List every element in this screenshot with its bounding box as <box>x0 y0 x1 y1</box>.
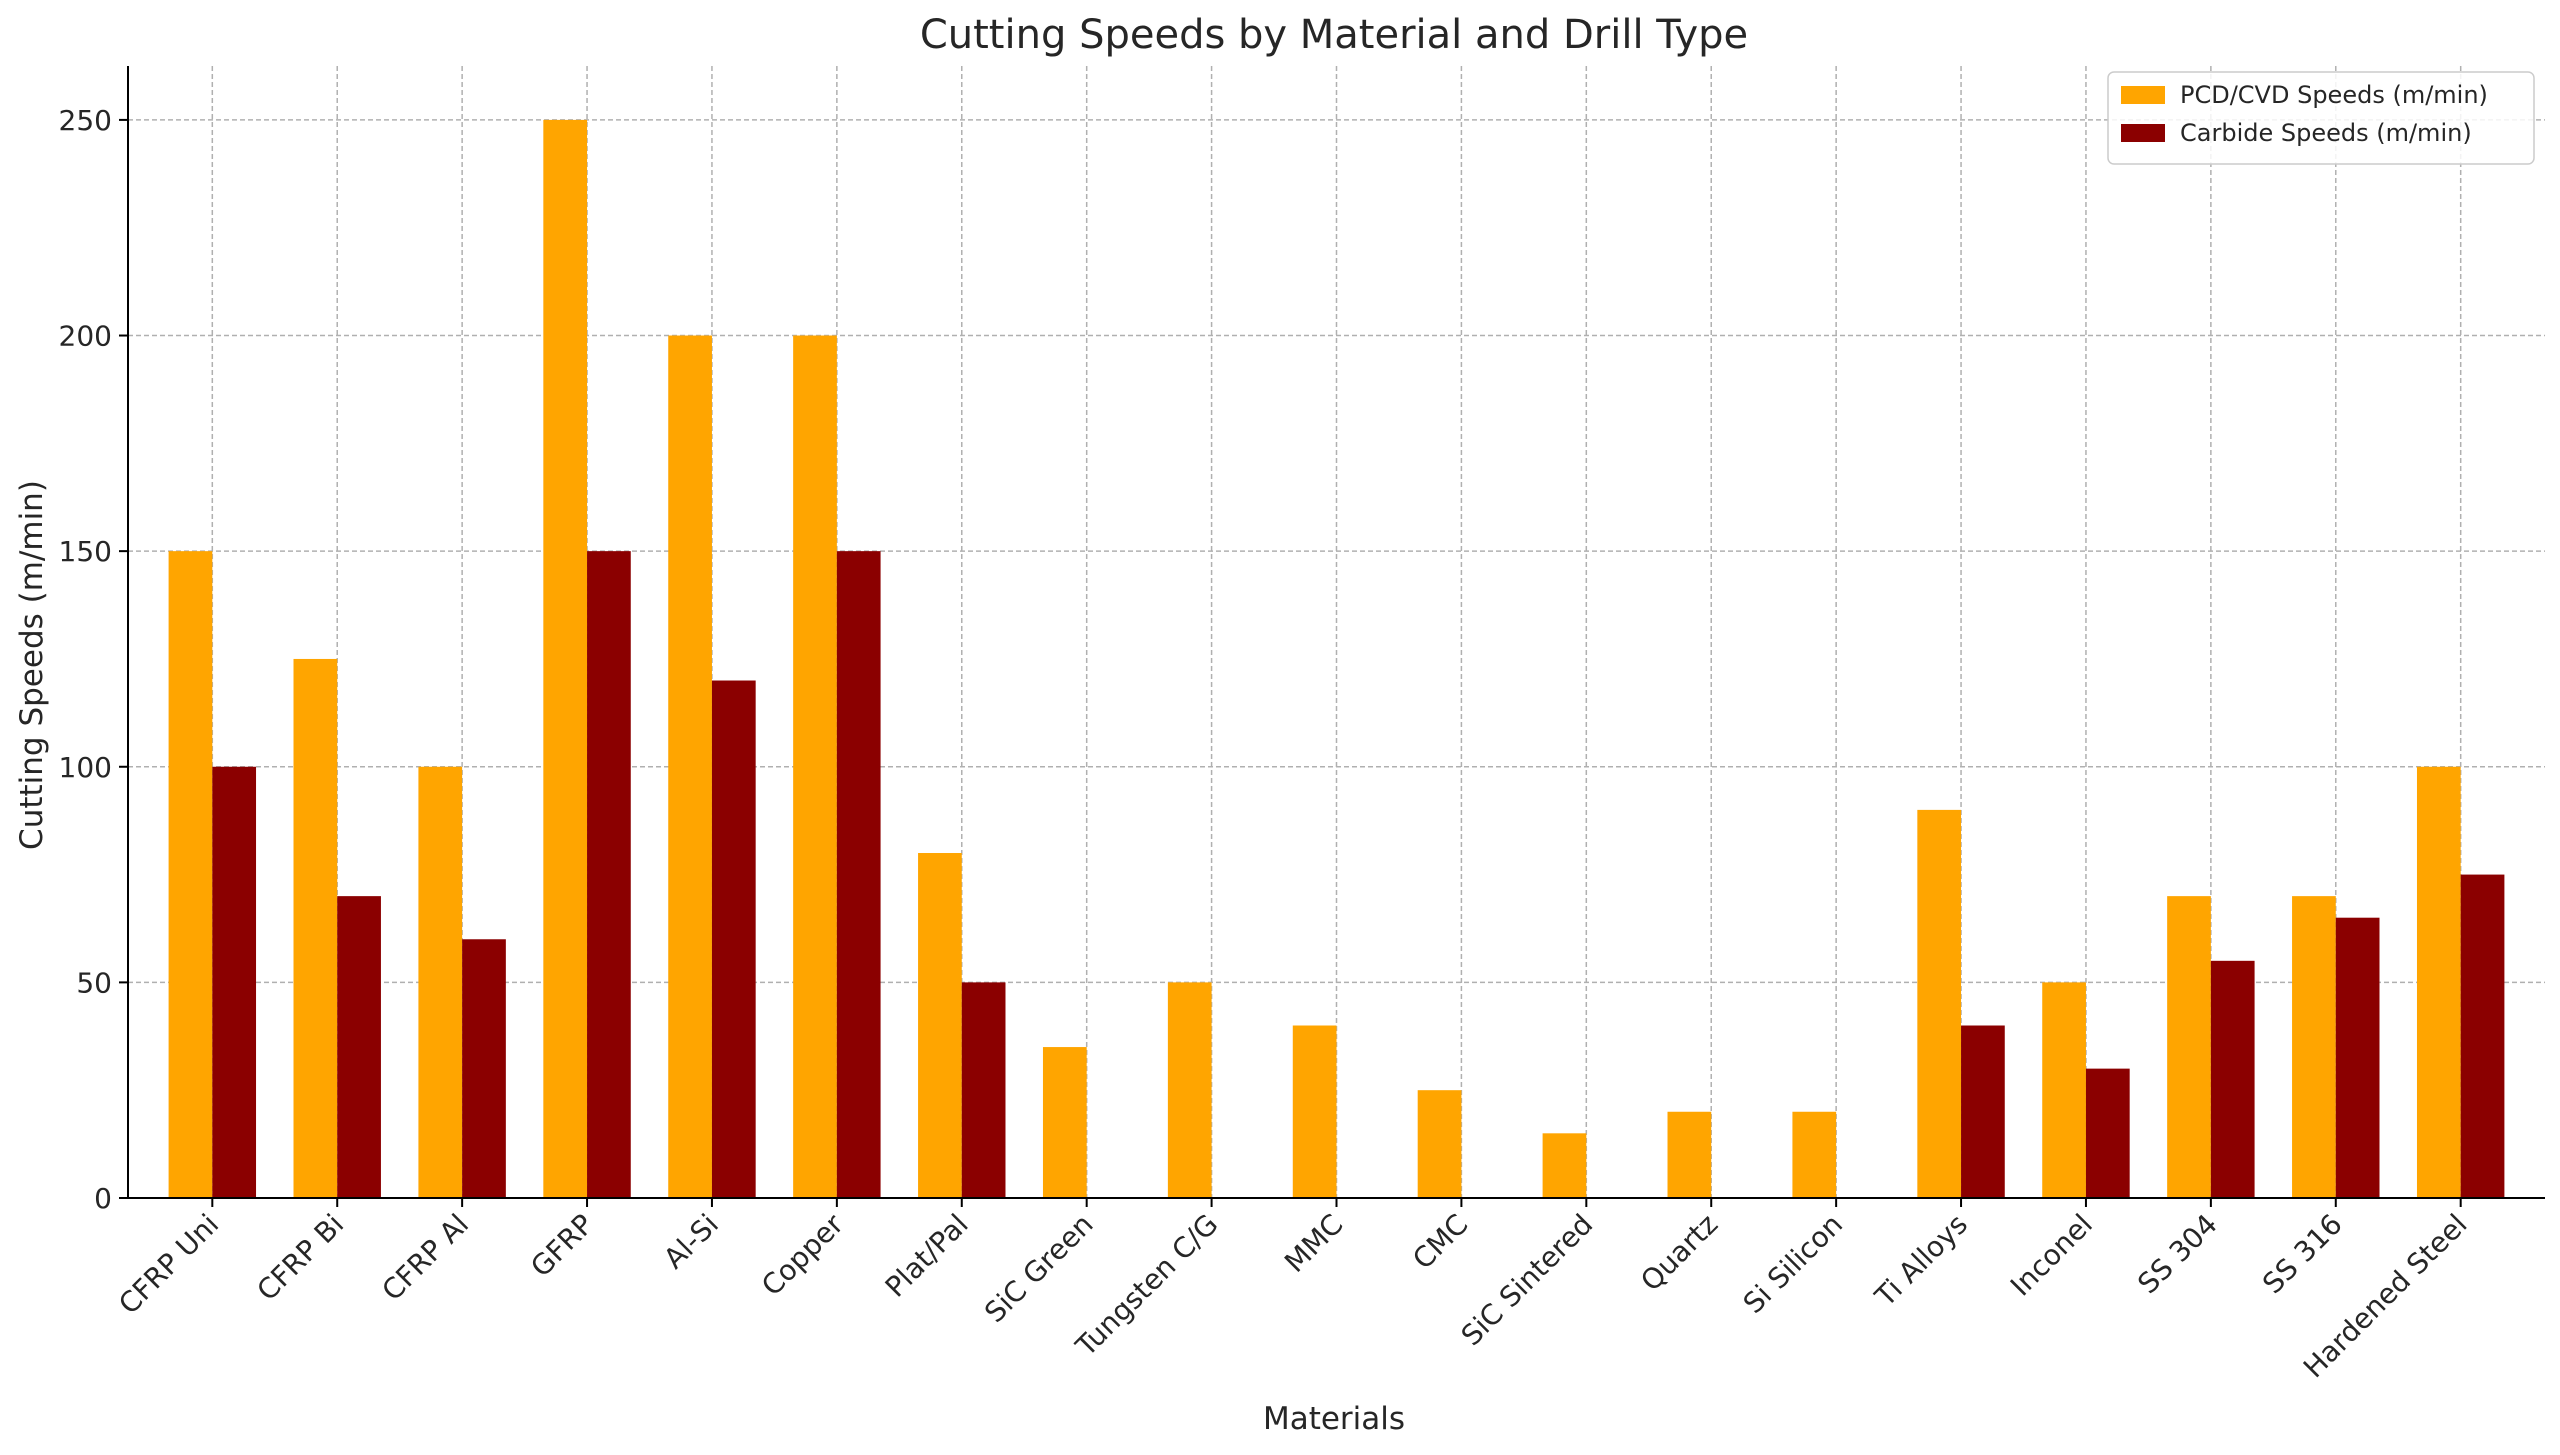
bar-carbide <box>212 766 257 1198</box>
bar-pcd-cvd <box>2416 766 2461 1198</box>
y-tick-label: 250 <box>59 104 112 137</box>
y-tick-label: 150 <box>59 535 112 568</box>
legend-box <box>2107 71 2535 165</box>
bar-pcd-cvd <box>1042 1047 1087 1198</box>
legend-label: PCD/CVD Speeds (m/min) <box>2180 81 2488 109</box>
bar-pcd-cvd <box>168 551 213 1198</box>
bar-carbide <box>2085 1068 2130 1198</box>
x-tick-label: SiC Sintered <box>1455 1208 1600 1353</box>
bar-pcd-cvd <box>1417 1090 1462 1198</box>
bar-pcd-cvd <box>2167 896 2211 1198</box>
x-tick-label: Copper <box>755 1207 850 1302</box>
grid <box>128 66 2545 1199</box>
bar-pcd-cvd <box>293 658 338 1198</box>
bar-pcd-cvd <box>793 335 837 1198</box>
x-tick-label: CFRP Uni <box>112 1208 225 1321</box>
x-tick-label: Ti Alloys <box>1868 1208 1974 1314</box>
x-tick-label: SiC Green <box>978 1208 1099 1329</box>
y-tick-label: 50 <box>76 966 112 999</box>
x-tick-label: SS 304 <box>2131 1208 2224 1301</box>
bar-pcd-cvd <box>1292 1025 1337 1198</box>
legend-swatch <box>2121 124 2165 142</box>
y-ticks: 0 50 100 150 200 250 <box>59 104 128 1215</box>
bar-carbide <box>1961 1025 2005 1198</box>
x-tick-label: Inconel <box>2004 1208 2099 1303</box>
bar-pcd-cvd <box>543 119 588 1198</box>
bar-pcd-cvd <box>668 335 712 1198</box>
x-ticks: CFRP Uni CFRP Bi CFRP Al GFRP Al-Si Copper Pla… <box>112 1198 2474 1384</box>
bar-pcd-cvd <box>918 853 962 1198</box>
bar-carbide <box>2460 874 2505 1198</box>
x-tick-label: CMC <box>1406 1208 1474 1276</box>
x-axis-label: Materials <box>1263 1401 1405 1437</box>
bar-pcd-cvd <box>418 766 463 1198</box>
x-tick-label: GFRP <box>524 1208 600 1284</box>
bar-pcd-cvd <box>1792 1111 1837 1198</box>
y-tick-label: 100 <box>59 751 112 784</box>
bar-carbide <box>711 680 756 1198</box>
bar-pcd-cvd <box>1167 982 1212 1198</box>
bar-carbide <box>587 551 631 1198</box>
y-tick-label: 0 <box>94 1182 112 1215</box>
bar-carbide <box>2210 960 2255 1198</box>
bar-carbide <box>2335 917 2380 1198</box>
x-tick-label: MMC <box>1278 1208 1349 1279</box>
bar-pcd-cvd <box>2292 896 2336 1198</box>
bar-carbide <box>836 551 881 1198</box>
legend-swatch <box>2121 86 2165 104</box>
bars <box>168 119 2505 1198</box>
bar-carbide <box>337 896 381 1198</box>
chart-title: Cutting Speeds by Material and Drill Typ… <box>920 12 1748 58</box>
bar-pcd-cvd <box>1667 1111 1712 1198</box>
legend-label: Carbide Speeds (m/min) <box>2180 119 2472 147</box>
x-tick-label: Si Silicon <box>1737 1208 1849 1320</box>
bar-carbide <box>961 982 1006 1198</box>
y-tick-label: 200 <box>59 320 112 353</box>
bar-pcd-cvd <box>1542 1133 1587 1198</box>
x-tick-label: CFRP Al <box>375 1208 475 1308</box>
x-tick-label: Quartz <box>1634 1208 1724 1298</box>
x-tick-label: Plat/Pal <box>879 1208 975 1304</box>
legend: PCD/CVD Speeds (m/min) Carbide Speeds (m/… <box>2107 71 2535 165</box>
x-tick-label: CFRP Bi <box>251 1208 351 1308</box>
x-tick-label: SS 316 <box>2256 1208 2349 1301</box>
bar-pcd-cvd <box>1917 809 1962 1198</box>
x-tick-label: Al-Si <box>657 1208 725 1276</box>
y-axis-label: Cutting Speeds (m/min) <box>14 480 50 850</box>
bar-pcd-cvd <box>2042 982 2086 1198</box>
bar-carbide <box>462 939 506 1198</box>
